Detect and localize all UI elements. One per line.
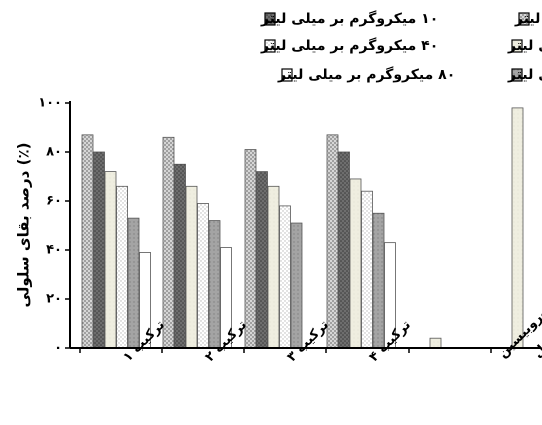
bar <box>256 171 268 349</box>
bar <box>511 107 524 349</box>
bar <box>361 190 373 349</box>
bar <box>197 203 209 349</box>
bar <box>267 185 280 349</box>
legend-item: ٨٠ میکروگرم بر میلی لیتر <box>277 66 455 83</box>
legend-label: ۶٠ میکروگرم بر میلی لیتر <box>507 66 542 83</box>
y-tick-label: ٨٠ <box>46 145 62 160</box>
legend-swatch <box>511 68 523 82</box>
legend-swatch <box>264 39 276 53</box>
legend-label: ١٠ میکروگرم بر میلی لیتر <box>260 10 438 27</box>
legend-swatch <box>511 39 523 53</box>
legend-label: ٨٠ میکروگرم بر میلی لیتر <box>277 66 455 83</box>
legend-item: ٢٠ میکروگرم بر میلی لیتر <box>507 37 542 54</box>
bar <box>372 212 385 349</box>
y-tick-label: ٢٠ <box>46 292 62 307</box>
bar <box>162 136 175 349</box>
bar <box>290 222 303 349</box>
bar <box>279 205 291 349</box>
bar <box>338 151 350 349</box>
bar <box>429 337 442 349</box>
bar <box>104 171 117 349</box>
legend-swatch <box>518 12 530 26</box>
legend-item: ١ میکروگرم بر میلی لیتر <box>514 10 542 27</box>
legend-item: ۶٠ میکروگرم بر میلی لیتر <box>507 66 542 83</box>
bar <box>127 217 140 349</box>
axes <box>69 101 540 353</box>
y-tick-label: ١٠٠ <box>38 96 62 111</box>
bar <box>208 220 221 349</box>
y-tick-label: ٠ <box>54 341 62 356</box>
legend-swatch <box>281 68 293 82</box>
y-tick-label: ۶٠ <box>46 194 62 209</box>
bar <box>116 185 128 349</box>
y-axis-label: درصد بقای سلولی (٪) <box>15 143 33 308</box>
bar <box>93 151 105 349</box>
bar <box>185 185 198 349</box>
bar <box>81 134 94 349</box>
bar <box>244 149 257 349</box>
y-tick-label: ۴٠ <box>46 243 62 258</box>
legend-label: ١ میکروگرم بر میلی لیتر <box>514 10 542 27</box>
legend-item: ١٠ میکروگرم بر میلی لیتر <box>260 10 438 27</box>
legend-label: ٢٠ میکروگرم بر میلی لیتر <box>507 37 542 54</box>
y-ticks: ٠ ٢٠ ۴٠ ۶٠ ٨٠ ١٠٠ <box>38 96 70 356</box>
legend-item: ۴٠ میکروگرم بر میلی لیتر <box>260 37 438 54</box>
bar <box>349 178 362 349</box>
bar <box>174 163 186 349</box>
legend: ١ میکروگرم بر میلی لیتر ١٠ میکروگرم بر می… <box>260 10 542 83</box>
legend-swatch <box>264 12 276 26</box>
legend-label: ۴٠ میکروگرم بر میلی لیتر <box>260 37 438 54</box>
bars <box>81 107 524 349</box>
bar <box>326 134 339 349</box>
